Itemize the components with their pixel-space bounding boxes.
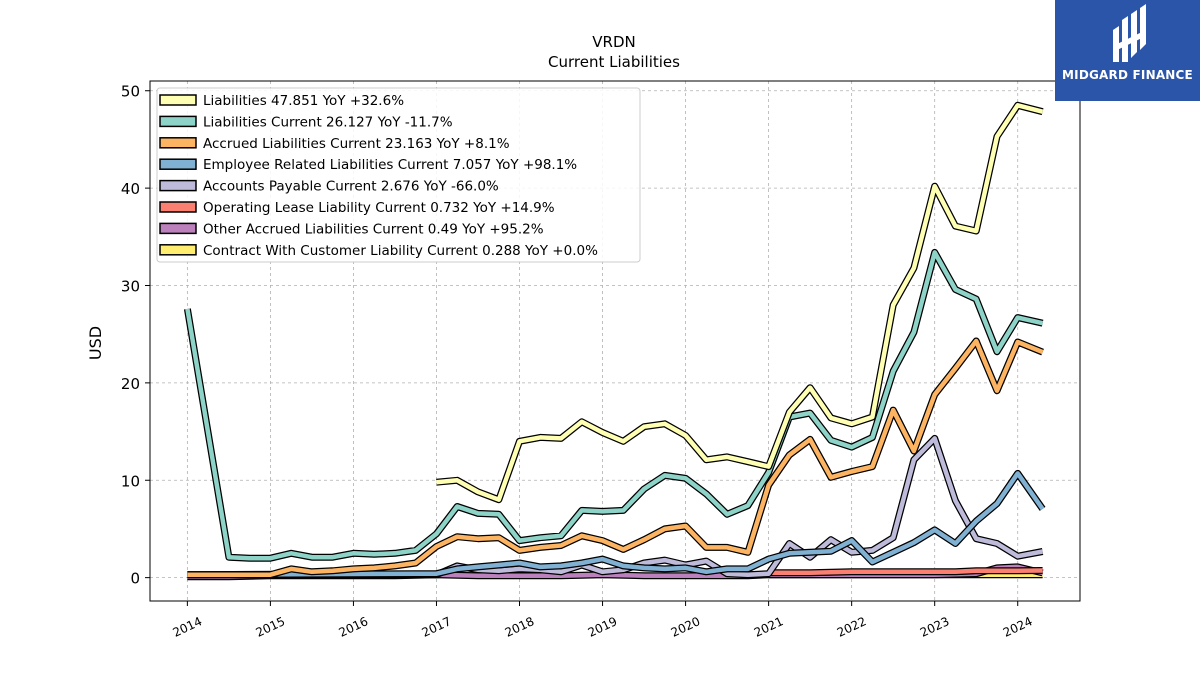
y-tick-label: 40 [121, 180, 140, 198]
legend-entry: Liabilities 47.851 YoY +32.6% [203, 93, 404, 109]
x-tick-label: 2024 [1001, 614, 1035, 640]
x-tick-label: 2021 [752, 614, 786, 640]
legend-swatch [159, 201, 197, 213]
brand-logo: MIDGARD FINANCE [1055, 0, 1200, 101]
legend-swatch [159, 94, 197, 106]
y-tick-label: 50 [121, 83, 140, 101]
series-stroke [187, 471, 1045, 577]
series-line-0 [436, 101, 1044, 504]
series-stroke [436, 103, 1044, 502]
legend-entry: Accrued Liabilities Current 23.163 YoY +… [203, 136, 510, 152]
series-line-1 [183, 248, 1044, 562]
legend-swatch [159, 158, 197, 170]
legend-entry: Other Accrued Liabilities Current 0.49 Y… [203, 221, 544, 237]
legend-swatch [159, 179, 197, 192]
x-tick-label: 2019 [586, 614, 620, 640]
series-stroke [185, 250, 1044, 561]
series-line-2 [187, 337, 1044, 579]
legend-swatch [159, 115, 197, 128]
legend-box [156, 87, 641, 263]
y-tick-label: 20 [121, 375, 140, 393]
y-tick-label: 30 [121, 277, 140, 295]
series-line-5 [768, 567, 1043, 577]
x-tick-label: 2015 [254, 614, 288, 640]
legend-swatch [159, 222, 197, 235]
x-tick-label: 2018 [503, 614, 537, 640]
x-tick-label: 2016 [337, 614, 371, 640]
legend-swatch [159, 244, 197, 256]
brand-mark-icon [1113, 4, 1146, 62]
legend-entry: Accounts Payable Current 2.676 YoY -66.0… [203, 179, 499, 195]
series-lines [183, 101, 1046, 581]
y-axis-label: USD [86, 326, 105, 360]
series-stroke [768, 568, 1043, 576]
x-tick-label: 2017 [420, 614, 454, 640]
y-tick-label: 10 [121, 472, 140, 490]
x-tick-label: 2020 [669, 614, 703, 640]
x-tick-label: 2023 [918, 614, 952, 640]
legend-entry: Contract With Customer Liability Current… [203, 243, 598, 259]
plot-frame [149, 80, 1081, 602]
series-line-3 [187, 469, 1046, 579]
brand-name: MIDGARD FINANCE [1062, 68, 1193, 82]
legend-entry: Operating Lease Liability Current 0.732 … [203, 200, 555, 216]
x-tick-label: 2022 [835, 614, 869, 640]
chart-title: VRDN [592, 33, 635, 51]
x-tick-label: 2014 [171, 614, 205, 640]
legend-swatch [159, 137, 197, 149]
legend: Liabilities 47.851 YoY +32.6% Liabilities… [156, 87, 641, 263]
chart-subtitle: Current Liabilities [548, 53, 680, 71]
legend-entry: Liabilities Current 26.127 YoY -11.7% [203, 114, 453, 130]
series-stroke [187, 338, 1044, 577]
y-tick-label: 0 [130, 570, 140, 588]
legend-entry: Employee Related Liabilities Current 7.0… [203, 157, 577, 173]
